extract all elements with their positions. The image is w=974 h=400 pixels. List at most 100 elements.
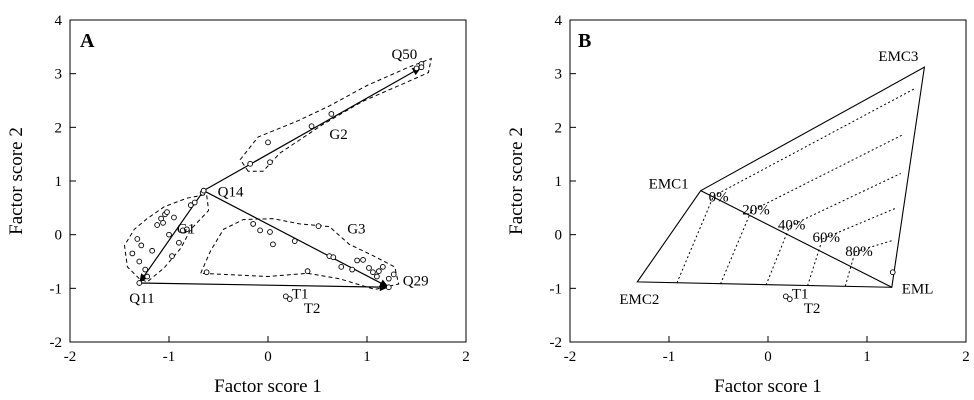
label-emc2: EMC2 — [619, 292, 659, 308]
data-point-a — [291, 238, 298, 244]
label-t2-b: T2 — [804, 301, 821, 317]
dotted-lines-b — [676, 88, 915, 287]
label-t2: T2 — [304, 301, 321, 317]
data-point-a — [136, 258, 143, 265]
vectors-a — [138, 66, 422, 292]
sample-point-b — [786, 296, 793, 302]
x-tick-label-b: 2 — [962, 349, 970, 365]
data-point-a — [191, 199, 198, 206]
x-tick-label-a: -1 — [163, 349, 176, 365]
dotted-line-b — [807, 238, 823, 286]
percent-label-b: 80% — [845, 244, 873, 260]
label-t1: T1 — [292, 286, 309, 302]
points-b — [782, 269, 896, 302]
y-tick-label-a: -1 — [50, 281, 63, 297]
data-point-a — [183, 226, 190, 233]
x-tick-label-a: 1 — [363, 349, 371, 365]
points-a — [129, 61, 425, 302]
group-outline-g3 — [199, 218, 400, 290]
data-point-a — [149, 247, 156, 254]
dotted-line-b — [765, 225, 791, 286]
data-point-a — [176, 239, 182, 246]
y-tick-label-b: -2 — [550, 335, 563, 351]
data-point-a — [257, 227, 263, 234]
data-point-a — [203, 269, 210, 276]
group-outlines-a — [123, 57, 432, 290]
y-axis-title-b: Factor score 2 — [506, 127, 527, 235]
x-axis-ticks-a: -2 -1 0 1 2 — [64, 336, 470, 365]
percent-label-b: 40% — [778, 217, 806, 233]
endmember-point-q11 — [136, 280, 143, 286]
label-emc1: EMC1 — [649, 177, 689, 193]
group-outline-g2 — [239, 57, 432, 172]
x-axis-title-a: Factor score 1 — [214, 376, 322, 397]
data-point-a — [385, 275, 392, 282]
data-point-a — [366, 265, 372, 271]
label-g1: G1 — [177, 222, 195, 238]
data-point-a — [304, 268, 311, 275]
data-point-a — [142, 266, 149, 273]
dotted-line-b — [844, 251, 856, 287]
sample-point-t2 — [286, 296, 293, 302]
data-point-a — [129, 250, 136, 257]
y-tick-label-b: 0 — [555, 228, 563, 244]
x-tick-label-a: 2 — [462, 349, 470, 365]
data-point-a — [374, 273, 380, 280]
endmember-point-q14 — [200, 187, 207, 194]
percent-label-b: 0% — [709, 189, 729, 205]
data-point-a — [328, 111, 335, 117]
y-tick-label-a: -2 — [50, 335, 63, 351]
panel-letter-a: A — [80, 30, 95, 52]
data-point-a — [270, 241, 276, 248]
label-g2: G2 — [329, 127, 347, 143]
sample-point-t1 — [282, 293, 289, 300]
data-point-a — [134, 236, 141, 242]
data-point-a — [160, 220, 166, 226]
percent-label-b: 20% — [742, 202, 770, 218]
y-axis-ticks-b: -2 -1 0 1 2 3 4 — [550, 13, 576, 351]
data-point-a — [166, 231, 172, 238]
dotted-line-b — [676, 195, 715, 284]
label-g3: G3 — [347, 222, 365, 238]
sample-point-b — [782, 293, 789, 300]
group-outline-g1 — [123, 193, 210, 283]
label-emc3: EMC3 — [878, 49, 918, 65]
data-point-a — [376, 268, 382, 275]
data-point-a — [267, 229, 273, 235]
x-tick-label-a: -2 — [64, 349, 77, 365]
data-point-a — [187, 202, 194, 209]
y-tick-label-a: 1 — [55, 174, 63, 190]
mixing-polygon-b — [636, 66, 926, 288]
data-point-a — [338, 264, 345, 270]
percent-label-b: 60% — [813, 230, 841, 246]
data-point-a — [315, 223, 322, 229]
data-point-a — [390, 271, 397, 278]
y-tick-label-a: 4 — [55, 13, 63, 29]
y-tick-label-b: 3 — [555, 67, 563, 83]
data-point-a — [250, 221, 257, 227]
y-tick-label-a: 3 — [55, 67, 63, 83]
x-tick-label-b: 0 — [764, 349, 772, 365]
x-tick-label-b: -1 — [663, 349, 676, 365]
panel-letter-b: B — [578, 30, 591, 52]
data-point-a — [354, 257, 360, 264]
data-point-a — [379, 264, 386, 270]
x-tick-label-b: 1 — [863, 349, 871, 365]
data-point-a — [330, 254, 337, 261]
y-tick-label-b: 2 — [555, 120, 563, 136]
y-tick-label-b: 4 — [555, 13, 563, 29]
label-q14: Q14 — [218, 185, 244, 201]
panel-a: -2 -1 0 1 2 -2 -1 0 1 2 3 4 Q50 Q14 Q11 Q29 G1 G2 G3 T1T2… — [6, 13, 470, 397]
data-point-a — [413, 65, 420, 72]
y-axis-ticks-a: -2 -1 0 1 2 3 4 — [50, 13, 76, 351]
data-point-a — [138, 242, 145, 249]
x-tick-label-a: 0 — [264, 349, 272, 365]
data-point-a — [265, 139, 271, 146]
label-q50: Q50 — [391, 47, 417, 63]
y-tick-label-b: -1 — [550, 281, 563, 297]
label-t1-b: T1 — [792, 286, 809, 302]
data-point-a — [144, 273, 151, 280]
